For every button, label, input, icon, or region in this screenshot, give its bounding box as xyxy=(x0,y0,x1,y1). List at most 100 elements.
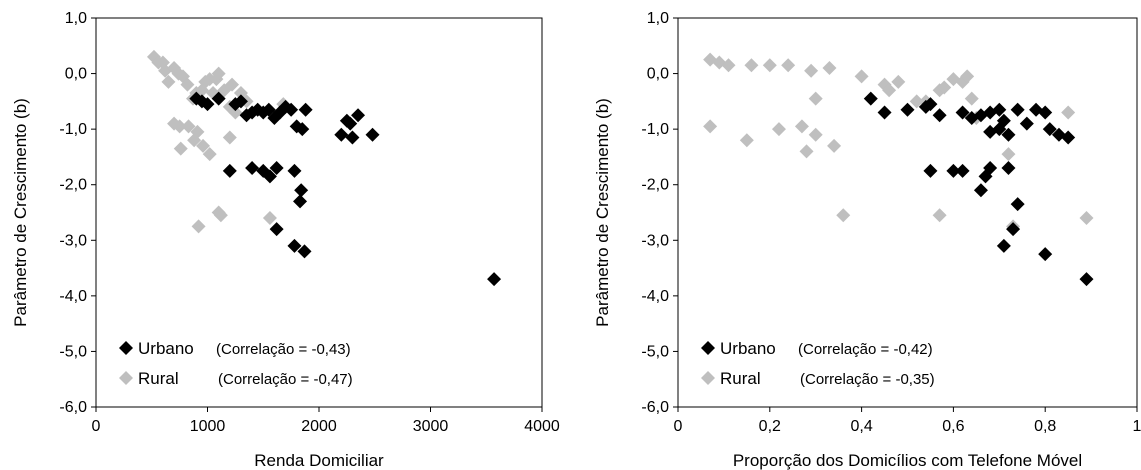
data-point-rural xyxy=(964,91,979,106)
x-tick-label: 0,4 xyxy=(850,418,872,435)
data-point-rural xyxy=(827,138,842,153)
data-point-urbano xyxy=(1061,130,1076,145)
x-axis-title: Renda Domiciliar xyxy=(254,451,384,470)
legend-note-urbano: (Correlação = -0,43) xyxy=(216,341,351,358)
data-point-urbano xyxy=(900,102,915,117)
data-point-rural xyxy=(180,77,195,92)
data-point-urbano xyxy=(233,94,248,109)
data-point-rural xyxy=(190,124,205,139)
x-tick-label: 0 xyxy=(92,418,101,435)
data-point-rural xyxy=(213,208,228,223)
scatter-chart-telefone: 1,0 0,0 -1,0 -2,0 -3,0 -4,0 -5,0 -6,0 0 0,2 0,4 0,6… xyxy=(593,10,1141,470)
data-point-urbano xyxy=(973,183,988,198)
data-point-urbano xyxy=(287,163,302,178)
y-tick-label: -4,0 xyxy=(59,288,87,305)
data-point-urbano xyxy=(365,127,380,142)
data-point-rural xyxy=(225,77,240,92)
x-tick-label: 0,6 xyxy=(942,418,964,435)
data-point-urbano xyxy=(293,194,308,209)
series-rural xyxy=(146,49,291,234)
legend-marker-rural xyxy=(701,371,715,385)
data-point-rural xyxy=(771,122,786,137)
data-point-urbano xyxy=(932,108,947,123)
data-point-urbano xyxy=(222,163,237,178)
data-point-urbano xyxy=(992,102,1007,117)
y-tick-label: -5,0 xyxy=(59,343,87,360)
data-point-rural xyxy=(181,119,196,134)
x-tick-label: 2000 xyxy=(301,418,337,435)
legend-label-urbano: Urbano xyxy=(138,339,194,358)
y-tick-label: -3,0 xyxy=(641,232,669,249)
series-rural xyxy=(703,52,1094,234)
y-tick-label: 0,0 xyxy=(65,66,87,83)
data-point-rural xyxy=(712,55,727,70)
data-point-rural xyxy=(262,211,277,226)
data-point-urbano xyxy=(1001,127,1016,142)
series-urbano xyxy=(189,91,502,287)
data-point-rural xyxy=(228,105,243,120)
legend-label-rural: Rural xyxy=(720,369,761,388)
y-tick-label: -3,0 xyxy=(59,232,87,249)
data-point-urbano xyxy=(343,116,358,131)
data-point-urbano xyxy=(1006,222,1021,237)
data-point-rural xyxy=(804,63,819,78)
legend-note-rural: (Correlação = -0,47) xyxy=(218,371,353,388)
data-point-rural xyxy=(799,144,814,159)
data-point-urbano xyxy=(284,102,299,117)
data-point-rural xyxy=(937,80,952,95)
data-point-urbano xyxy=(1079,272,1094,287)
x-tick-label: 1000 xyxy=(190,418,226,435)
x-tick-label: 3000 xyxy=(413,418,449,435)
y-tick-label: -1,0 xyxy=(641,121,669,138)
data-point-urbano xyxy=(983,124,998,139)
data-point-rural xyxy=(854,69,869,84)
data-point-urbano xyxy=(269,222,284,237)
data-point-rural xyxy=(1001,147,1016,162)
y-axis-title: Parâmetro de Crescimento (b) xyxy=(593,98,612,327)
series-urbano xyxy=(863,91,1094,287)
data-point-urbano xyxy=(1010,197,1025,212)
data-point-rural xyxy=(822,61,837,76)
data-point-rural xyxy=(703,52,718,67)
data-point-rural xyxy=(946,72,961,87)
data-point-urbano xyxy=(269,161,284,176)
x-tick-label: 0,8 xyxy=(1034,418,1056,435)
x-tick-label: 0 xyxy=(674,418,683,435)
data-point-urbano xyxy=(262,169,277,184)
legend-marker-urbano xyxy=(119,341,133,355)
data-point-rural xyxy=(781,58,796,73)
data-point-urbano xyxy=(1029,102,1044,117)
data-point-urbano xyxy=(211,91,226,106)
data-point-urbano xyxy=(955,163,970,178)
data-point-urbano xyxy=(863,91,878,106)
data-point-urbano xyxy=(295,122,310,137)
data-point-urbano xyxy=(1038,105,1053,120)
data-point-urbano xyxy=(996,238,1011,253)
data-point-rural xyxy=(836,208,851,223)
data-point-rural xyxy=(739,133,754,148)
data-point-urbano xyxy=(877,105,892,120)
data-point-urbano xyxy=(1038,247,1053,262)
x-axis-title: Proporção dos Domicílios com Telefone Mó… xyxy=(733,451,1082,470)
data-point-urbano xyxy=(946,163,961,178)
data-point-urbano xyxy=(345,130,360,145)
data-point-urbano xyxy=(245,161,260,176)
data-point-urbano xyxy=(955,105,970,120)
data-point-rural xyxy=(211,66,226,81)
data-point-rural xyxy=(1061,105,1076,120)
data-point-urbano xyxy=(294,183,309,198)
data-point-rural xyxy=(173,141,188,156)
data-point-rural xyxy=(891,74,906,89)
data-point-rural xyxy=(196,138,211,153)
x-tick-label: 1 xyxy=(1133,418,1141,435)
data-point-urbano xyxy=(1042,122,1057,137)
data-point-urbano xyxy=(923,163,938,178)
data-point-urbano xyxy=(978,169,993,184)
data-point-urbano xyxy=(287,238,302,253)
y-tick-label: 1,0 xyxy=(65,10,87,27)
data-point-rural xyxy=(703,119,718,134)
y-tick-label: -4,0 xyxy=(641,288,669,305)
data-point-rural xyxy=(960,69,975,84)
y-tick-label: -2,0 xyxy=(641,177,669,194)
legend-label-rural: Rural xyxy=(138,369,179,388)
